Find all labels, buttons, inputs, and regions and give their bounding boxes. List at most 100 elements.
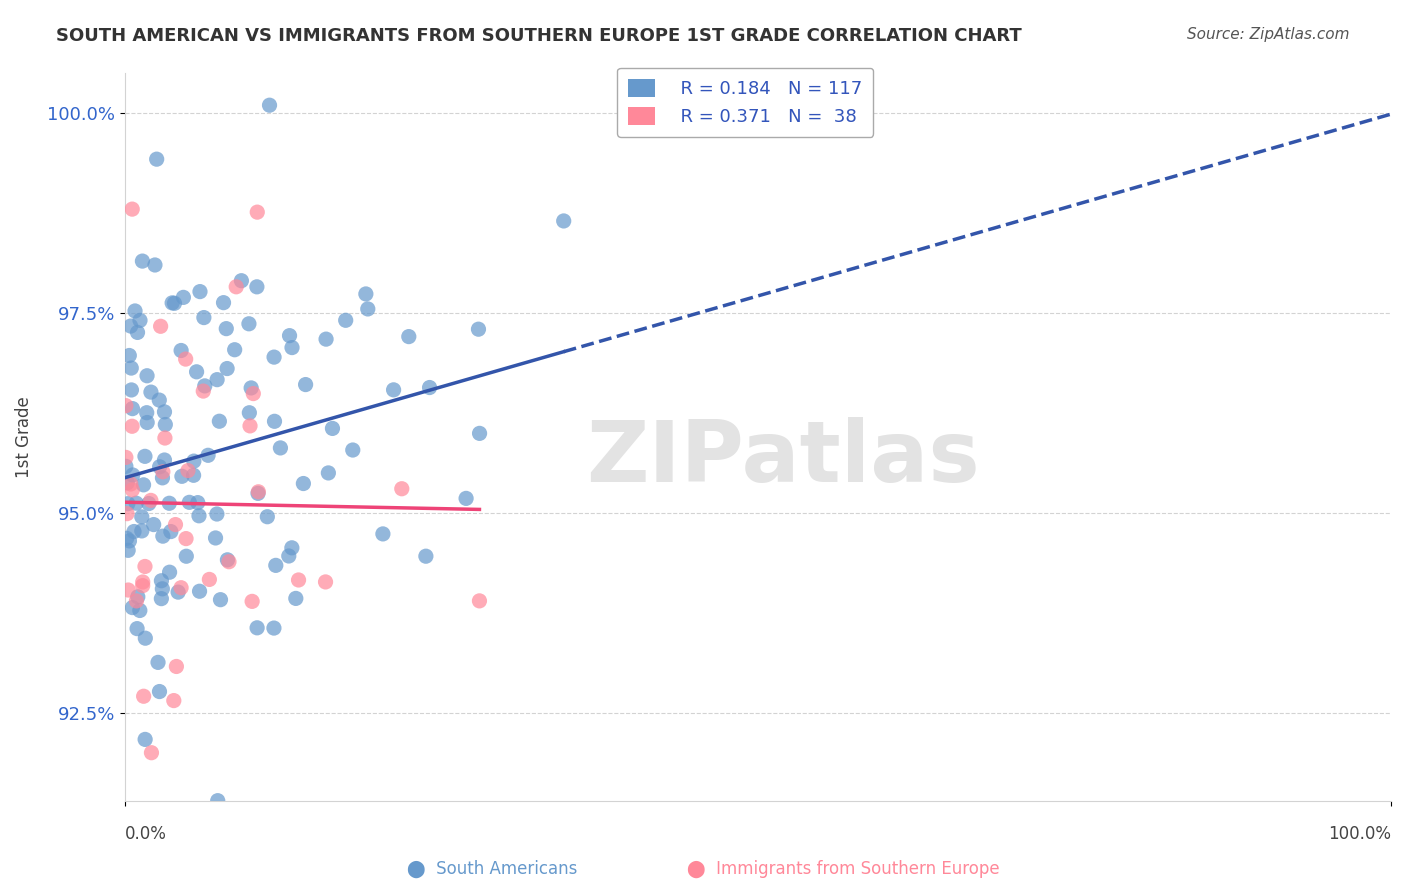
South Americans <box>121 401 143 416</box>
South Americans <box>160 296 183 310</box>
South Americans <box>419 380 441 394</box>
Text: 100.0%: 100.0% <box>1329 825 1391 843</box>
Immigrants from Southern Europe <box>239 418 262 433</box>
South Americans <box>247 486 270 500</box>
South Americans <box>205 373 228 387</box>
South Americans <box>138 497 160 511</box>
South Americans <box>134 450 156 464</box>
South Americans <box>179 495 201 509</box>
South Americans <box>118 533 141 548</box>
Immigrants from Southern Europe <box>149 319 172 334</box>
South Americans <box>153 405 176 419</box>
South Americans <box>120 319 142 334</box>
Text: SOUTH AMERICAN VS IMMIGRANTS FROM SOUTHERN EUROPE 1ST GRADE CORRELATION CHART: SOUTH AMERICAN VS IMMIGRANTS FROM SOUTHE… <box>56 27 1022 45</box>
South Americans <box>120 361 142 376</box>
Immigrants from Southern Europe <box>165 517 187 532</box>
South Americans <box>217 361 239 376</box>
South Americans <box>134 631 156 645</box>
Immigrants from Southern Europe <box>246 205 269 219</box>
South Americans <box>155 417 177 432</box>
South Americans <box>129 313 152 327</box>
South Americans <box>131 254 153 268</box>
Text: Source: ZipAtlas.com: Source: ZipAtlas.com <box>1187 27 1350 42</box>
South Americans <box>371 527 394 541</box>
Immigrants from Southern Europe <box>177 464 200 478</box>
South Americans <box>149 459 172 474</box>
South Americans <box>115 475 138 490</box>
South Americans <box>152 529 174 543</box>
South Americans <box>131 524 153 538</box>
South Americans <box>150 591 173 606</box>
South Americans <box>208 414 231 428</box>
South Americans <box>117 543 139 558</box>
South Americans <box>125 496 148 510</box>
South Americans <box>188 285 211 299</box>
South Americans <box>183 454 205 468</box>
Immigrants from Southern Europe <box>468 594 491 608</box>
South Americans <box>115 531 138 545</box>
Immigrants from Southern Europe <box>131 579 153 593</box>
Immigrants from Southern Europe <box>115 507 138 521</box>
South Americans <box>121 600 143 615</box>
South Americans <box>467 322 489 336</box>
South Americans <box>143 258 166 272</box>
Immigrants from Southern Europe <box>115 399 138 413</box>
South Americans <box>148 684 170 698</box>
Immigrants from Southern Europe <box>121 419 143 434</box>
South Americans <box>136 368 159 383</box>
Legend:   R = 0.184   N = 117,   R = 0.371   N =  38: R = 0.184 N = 117, R = 0.371 N = 38 <box>617 68 873 137</box>
South Americans <box>127 326 149 340</box>
South Americans <box>176 549 198 564</box>
Immigrants from Southern Europe <box>132 690 155 704</box>
South Americans <box>342 443 364 458</box>
South Americans <box>231 274 253 288</box>
South Americans <box>193 310 215 325</box>
South Americans <box>321 421 343 435</box>
Immigrants from Southern Europe <box>125 594 148 608</box>
South Americans <box>115 459 138 474</box>
South Americans <box>281 541 304 555</box>
Immigrants from Southern Europe <box>163 693 186 707</box>
Immigrants from Southern Europe <box>117 582 139 597</box>
South Americans <box>186 365 208 379</box>
South Americans <box>263 350 285 364</box>
South Americans <box>197 448 219 462</box>
Immigrants from Southern Europe <box>170 581 193 595</box>
South Americans <box>131 509 153 524</box>
South Americans <box>132 478 155 492</box>
South Americans <box>150 574 173 588</box>
South Americans <box>292 476 315 491</box>
South Americans <box>145 152 167 166</box>
South Americans <box>194 379 217 393</box>
South Americans <box>204 531 226 545</box>
Y-axis label: 1st Grade: 1st Grade <box>15 396 32 478</box>
South Americans <box>294 377 316 392</box>
South Americans <box>118 349 141 363</box>
Immigrants from Southern Europe <box>132 574 155 589</box>
Immigrants from Southern Europe <box>165 659 187 673</box>
South Americans <box>212 295 235 310</box>
South Americans <box>246 621 269 635</box>
South Americans <box>127 590 149 604</box>
South Americans <box>172 290 194 304</box>
South Americans <box>159 565 181 579</box>
Immigrants from Southern Europe <box>315 574 337 589</box>
South Americans <box>263 414 285 428</box>
South Americans <box>553 214 575 228</box>
Immigrants from Southern Europe <box>247 484 270 499</box>
South Americans <box>415 549 437 564</box>
South Americans <box>335 313 357 327</box>
South Americans <box>167 585 190 599</box>
Immigrants from Southern Europe <box>174 352 197 367</box>
South Americans <box>187 495 209 509</box>
South Americans <box>315 332 337 346</box>
Immigrants from Southern Europe <box>134 559 156 574</box>
South Americans <box>224 343 246 357</box>
Immigrants from Southern Europe <box>218 555 240 569</box>
Immigrants from Southern Europe <box>120 477 142 491</box>
South Americans <box>354 287 377 301</box>
Immigrants from Southern Europe <box>153 431 176 445</box>
Immigrants from Southern Europe <box>193 384 215 398</box>
South Americans <box>152 471 174 485</box>
South Americans <box>117 497 139 511</box>
